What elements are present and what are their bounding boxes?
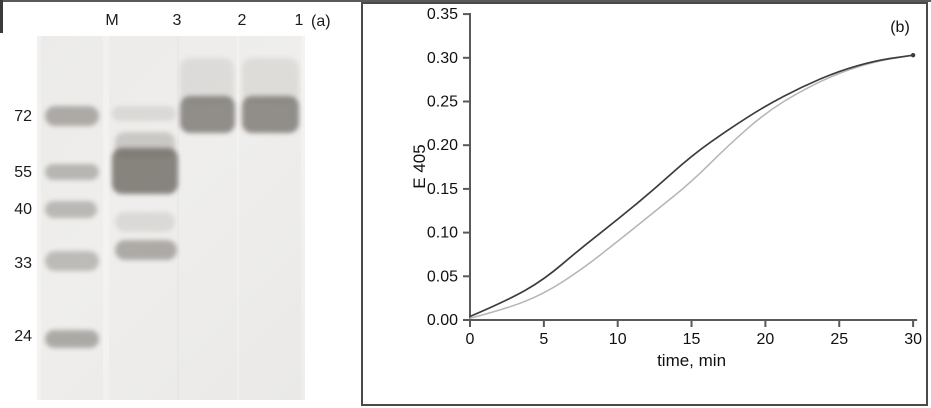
- gel-band-lane-M: [45, 251, 99, 271]
- line-chart: 0.00 0.05 0.10 0.15 0.20 0.25 0.30 0.35 0 5 10 15 20…: [410, 6, 922, 370]
- gel-band-lane-M: [45, 330, 99, 348]
- gel-mw-label-33: 33: [14, 255, 32, 272]
- gel-lane: [109, 36, 179, 400]
- y-tick-label: 0.05: [427, 268, 458, 285]
- y-tick-label: 0.30: [427, 50, 458, 67]
- figure-left-border-stub: [0, 0, 3, 33]
- gel-mw-label-72: 72: [14, 108, 32, 125]
- gel-lane-label-3: 3: [172, 12, 182, 29]
- gel-band-lane-1: [242, 96, 299, 133]
- gel-band-lane-M: [45, 164, 99, 180]
- gel-band-lane-M: [45, 106, 99, 126]
- x-tick-label: 5: [539, 331, 548, 348]
- figure-top-border: [0, 0, 931, 2]
- curve-end-marker: [910, 52, 916, 58]
- gel-band-lane-3: [115, 240, 177, 260]
- gel-band-lane-3: [115, 212, 175, 232]
- series-gray-curve: [469, 54, 914, 320]
- gel-band-lane-3: [112, 148, 178, 194]
- y-tick-label: 0.35: [427, 6, 458, 23]
- y-axis-title: E 405: [410, 144, 429, 188]
- x-tick-label: 20: [757, 331, 775, 348]
- gel-mw-label-55: 55: [14, 164, 32, 181]
- y-tick-label: 0.00: [427, 312, 458, 329]
- x-tick-label: 15: [683, 331, 701, 348]
- panel-a-label: (a): [311, 13, 331, 30]
- x-tick-label: 30: [904, 331, 922, 348]
- x-tick-label: 0: [466, 331, 475, 348]
- gel-band-lane-M: [45, 201, 97, 218]
- gel-mw-label-40: 40: [14, 201, 32, 218]
- x-axis-title: time, min: [657, 351, 726, 370]
- y-tick-label: 0.25: [427, 94, 458, 111]
- x-tick-label: 10: [609, 331, 627, 348]
- gel-lane-label-M: M: [105, 12, 119, 29]
- x-tick-label: 25: [830, 331, 848, 348]
- y-tick-label: 0.10: [427, 225, 458, 242]
- panel-b-label: (b): [890, 19, 910, 36]
- gel-lane-label-1: 1: [294, 12, 304, 29]
- y-tick-label: 0.15: [427, 181, 458, 198]
- gel-band-lane-3: [112, 106, 176, 121]
- gel-image: [37, 36, 305, 400]
- y-tick-label: 0.20: [427, 137, 458, 154]
- series-dark-curve: [469, 54, 914, 318]
- gel-lane-label-2: 2: [237, 12, 247, 29]
- gel-mw-label-24: 24: [14, 328, 32, 345]
- panel-b-chart: 0.00 0.05 0.10 0.15 0.20 0.25 0.30 0.35 0 5 10 15 20…: [361, 2, 928, 406]
- gel-band-lane-2: [180, 96, 235, 133]
